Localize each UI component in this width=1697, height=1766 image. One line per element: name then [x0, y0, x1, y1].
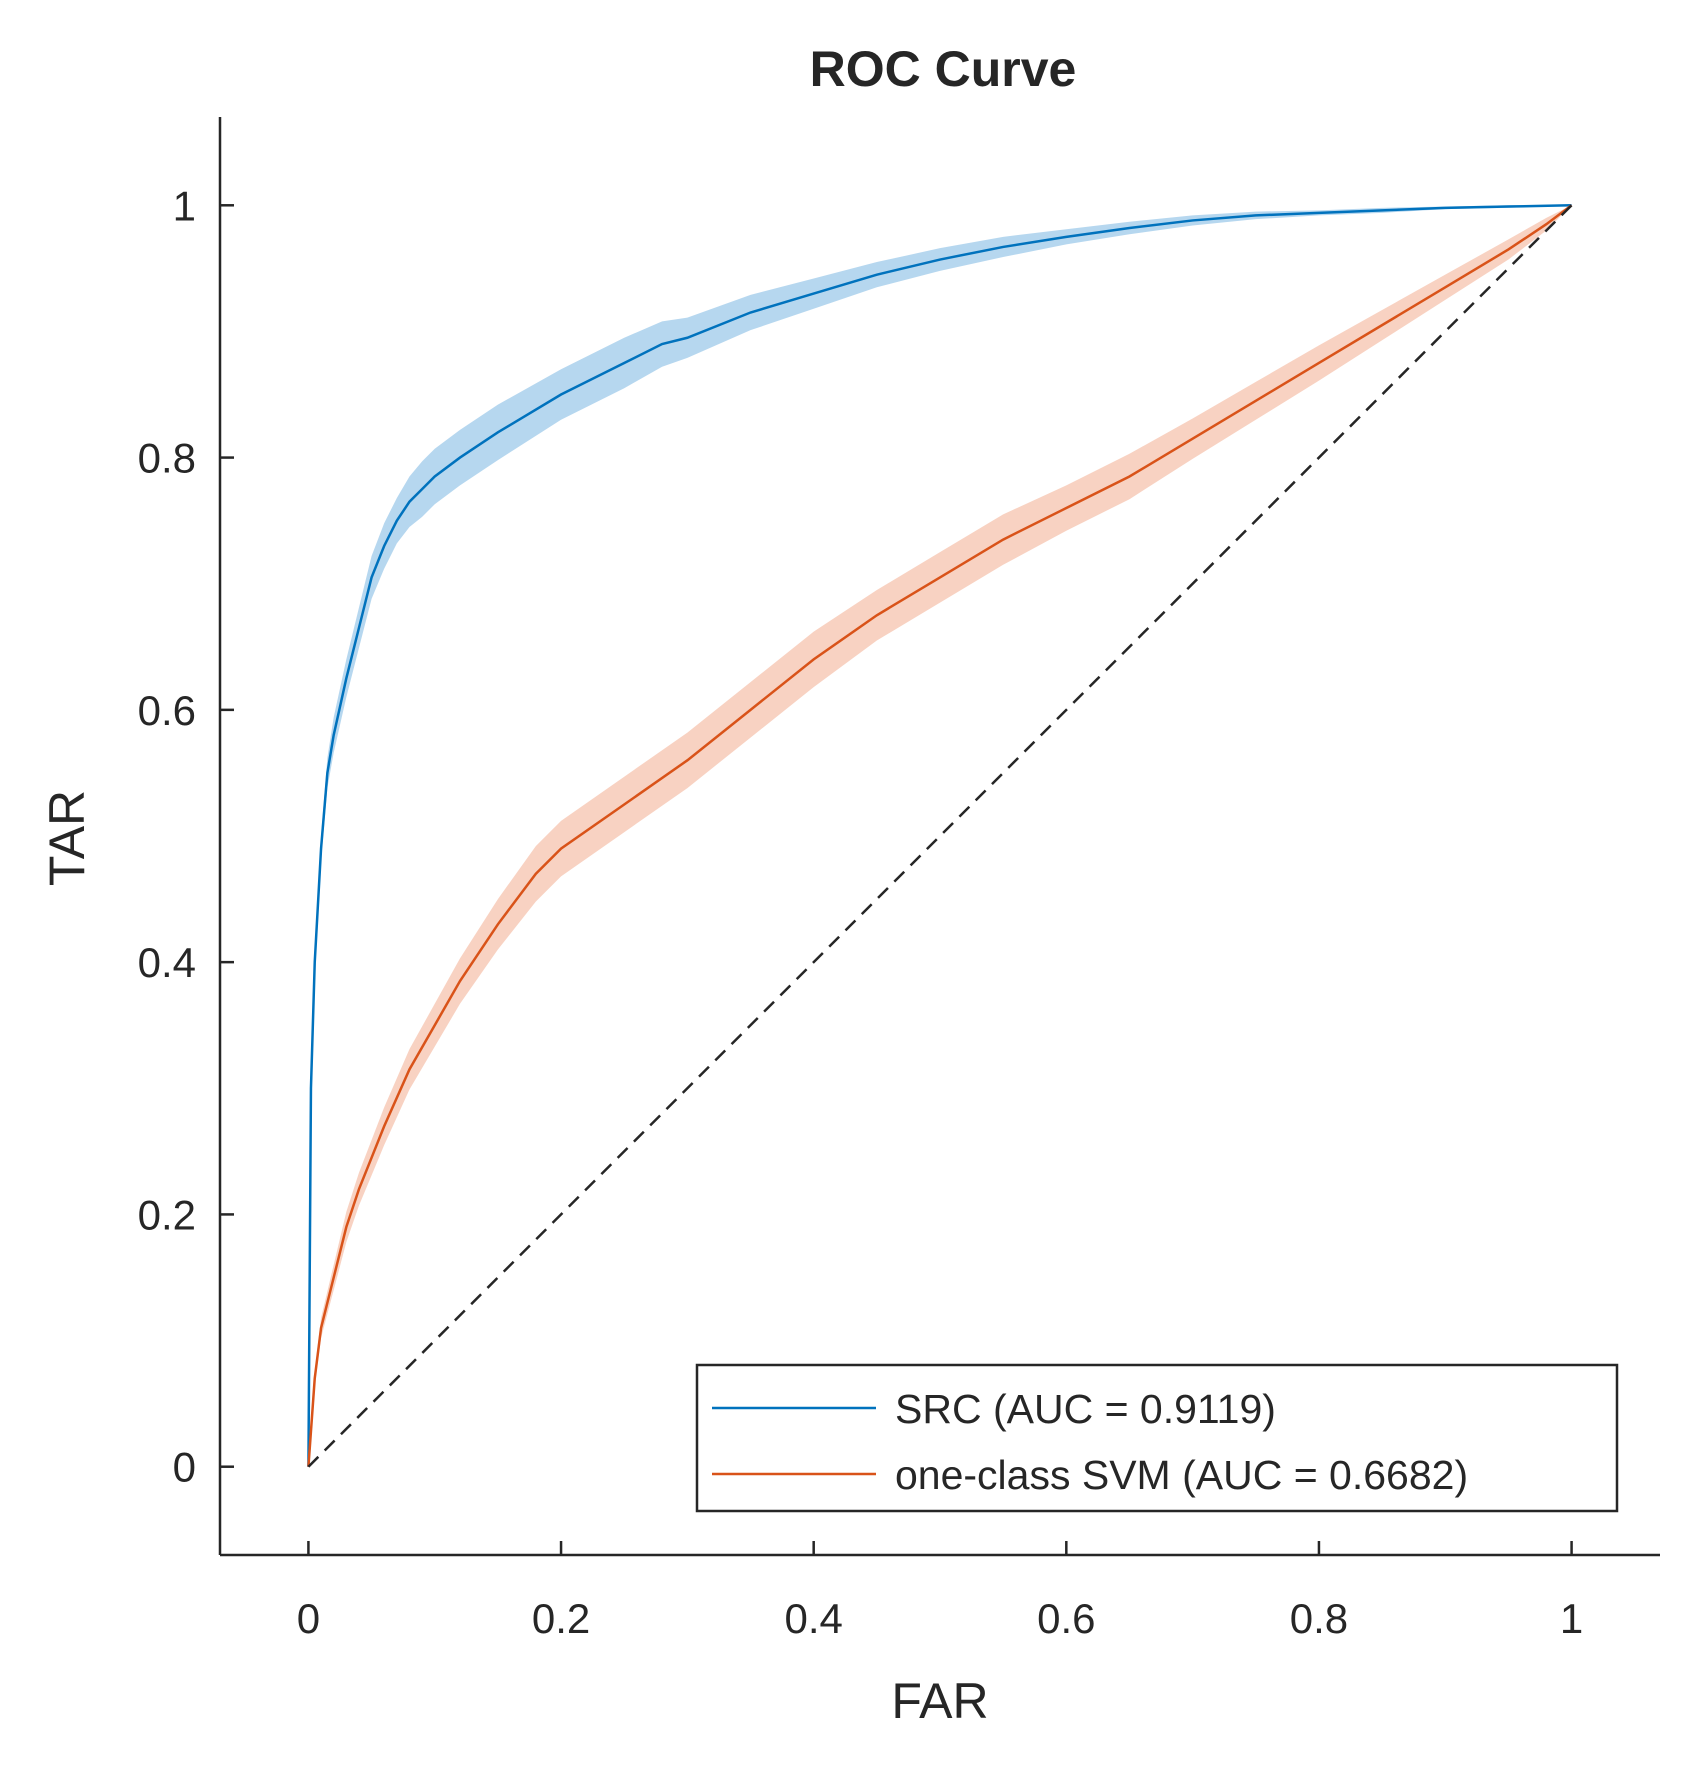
series-line-one-class-svm	[307, 204, 1573, 1467]
x-tick-label: 0.6	[1037, 1595, 1095, 1642]
y-tick-label: 0.4	[138, 939, 196, 986]
x-tick-group: 0 0.2 0.4 0.6 0.8 1	[297, 1541, 1583, 1642]
x-tick-label: 1	[1560, 1595, 1583, 1642]
y-tick-label: 0	[173, 1444, 196, 1491]
plot-area	[307, 204, 1573, 1468]
chart-title: ROC Curve	[810, 41, 1077, 97]
y-tick-label: 0.8	[138, 435, 196, 482]
series-line-src	[307, 204, 1572, 1467]
legend-box	[695, 1363, 1619, 1513]
x-tick-label: 0	[297, 1595, 320, 1642]
x-tick-label: 0.8	[1290, 1595, 1348, 1642]
series-line-chance-diagonal	[307, 204, 1573, 1468]
legend: SRC (AUC = 0.9119) one-class SVM (AUC = …	[695, 1363, 1619, 1513]
y-tick-label: 0.2	[138, 1191, 196, 1238]
legend-label-one-class-svm: one-class SVM (AUC = 0.6682)	[895, 1452, 1468, 1498]
confidence-band-one-class-svm	[308, 205, 1572, 1467]
legend-label-src: SRC (AUC = 0.9119)	[895, 1386, 1276, 1432]
x-axis-label: FAR	[891, 1673, 988, 1729]
y-tick-group: 0 0.2 0.4 0.6 0.8 1	[138, 182, 234, 1491]
y-tick-label: 0.6	[138, 687, 196, 734]
x-tick-label: 0.4	[784, 1595, 842, 1642]
x-tick-label: 0.2	[532, 1595, 590, 1642]
y-axis-label: TAR	[39, 790, 95, 886]
confidence-band-src	[308, 205, 1572, 1467]
y-tick-label: 1	[173, 182, 196, 229]
